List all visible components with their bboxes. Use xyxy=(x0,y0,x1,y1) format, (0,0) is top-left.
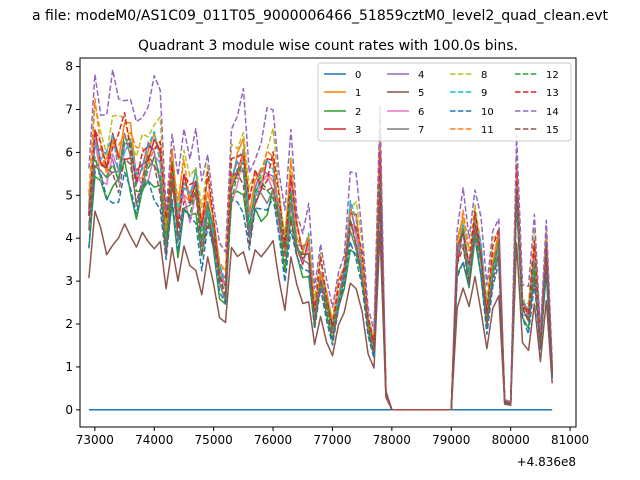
y-tick-label: 0 xyxy=(65,403,73,417)
legend-label-5: 5 xyxy=(418,88,424,99)
series-line-15 xyxy=(88,154,553,411)
legend-label-3: 3 xyxy=(355,125,361,136)
legend-label-6: 6 xyxy=(418,107,424,118)
x-tick-label: 80000 xyxy=(492,433,530,447)
x-tick-label: 74000 xyxy=(135,433,173,447)
chart-title: Quadrant 3 module wise count rates with … xyxy=(138,38,518,54)
series-line-8 xyxy=(88,102,553,411)
x-tick-label: 77000 xyxy=(313,433,351,447)
x-tick-label: 73000 xyxy=(76,433,114,447)
y-tick-label: 3 xyxy=(65,274,73,288)
plot-lines xyxy=(88,69,553,411)
x-axis-ticks: 73000 74000 75000 76000 77000 78000 79000 80000… xyxy=(76,427,589,447)
y-tick-label: 6 xyxy=(65,145,73,159)
legend-label-12: 12 xyxy=(546,70,559,81)
plot-frame xyxy=(79,57,577,428)
y-tick-label: 2 xyxy=(65,317,73,331)
y-tick-label: 4 xyxy=(65,231,73,245)
series-line-14 xyxy=(88,69,553,411)
y-tick-label: 7 xyxy=(65,102,73,116)
x-tick-label: 75000 xyxy=(195,433,233,447)
x-tick-label: 79000 xyxy=(432,433,470,447)
legend-label-1: 1 xyxy=(355,88,361,99)
legend-label-8: 8 xyxy=(481,70,487,81)
legend-label-7: 7 xyxy=(418,125,424,136)
x-tick-label: 81000 xyxy=(551,433,589,447)
legend-label-13: 13 xyxy=(546,88,559,99)
figure-suptitle: a file: modeM0/AS1C09_011T05_9000006466_… xyxy=(32,8,609,24)
series-line-10 xyxy=(88,171,553,411)
x-axis-offset-label: +4.836e8 xyxy=(517,455,576,469)
series-line-5 xyxy=(88,210,553,411)
legend-label-4: 4 xyxy=(418,70,424,81)
legend-label-2: 2 xyxy=(355,107,361,118)
legend-label-10: 10 xyxy=(481,107,494,118)
x-tick-label: 78000 xyxy=(373,433,411,447)
legend-label-0: 0 xyxy=(355,70,361,81)
x-tick-label: 76000 xyxy=(254,433,292,447)
y-tick-label: 5 xyxy=(65,188,73,202)
y-tick-label: 1 xyxy=(65,360,73,374)
legend-label-11: 11 xyxy=(481,125,494,136)
legend-label-9: 9 xyxy=(481,88,487,99)
y-tick-label: 8 xyxy=(65,60,73,74)
legend-label-15: 15 xyxy=(546,125,559,136)
legend-label-14: 14 xyxy=(546,107,559,118)
series-line-13 xyxy=(88,111,553,411)
y-axis-ticks: 0 1 2 3 4 5 6 7 8 xyxy=(65,60,80,417)
legend-box xyxy=(317,62,572,142)
